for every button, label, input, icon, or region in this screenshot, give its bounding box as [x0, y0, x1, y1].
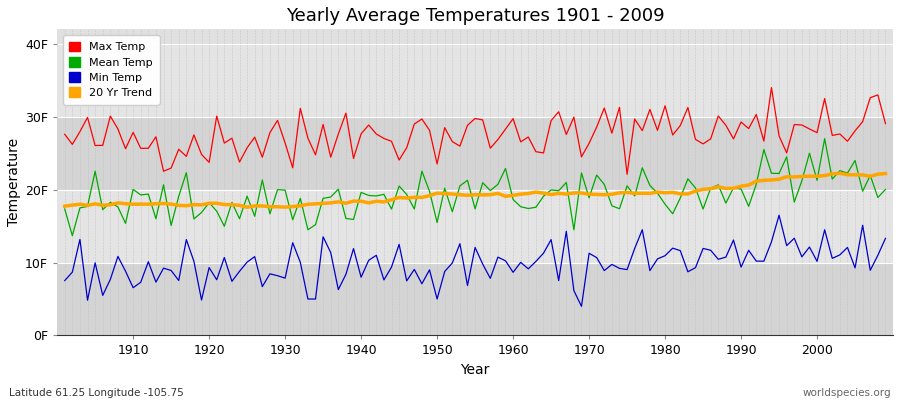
- Bar: [57, 190, 893, 262]
- Legend: Max Temp, Mean Temp, Min Temp, 20 Yr Trend: Max Temp, Mean Temp, Min Temp, 20 Yr Tre…: [63, 35, 159, 105]
- Bar: [57, 117, 893, 190]
- Text: Latitude 61.25 Longitude -105.75: Latitude 61.25 Longitude -105.75: [9, 388, 184, 398]
- Title: Yearly Average Temperatures 1901 - 2009: Yearly Average Temperatures 1901 - 2009: [286, 7, 664, 25]
- Bar: [57, 262, 893, 336]
- Bar: [57, 44, 893, 117]
- X-axis label: Year: Year: [461, 363, 490, 377]
- Text: worldspecies.org: worldspecies.org: [803, 388, 891, 398]
- Y-axis label: Temperature: Temperature: [7, 138, 21, 226]
